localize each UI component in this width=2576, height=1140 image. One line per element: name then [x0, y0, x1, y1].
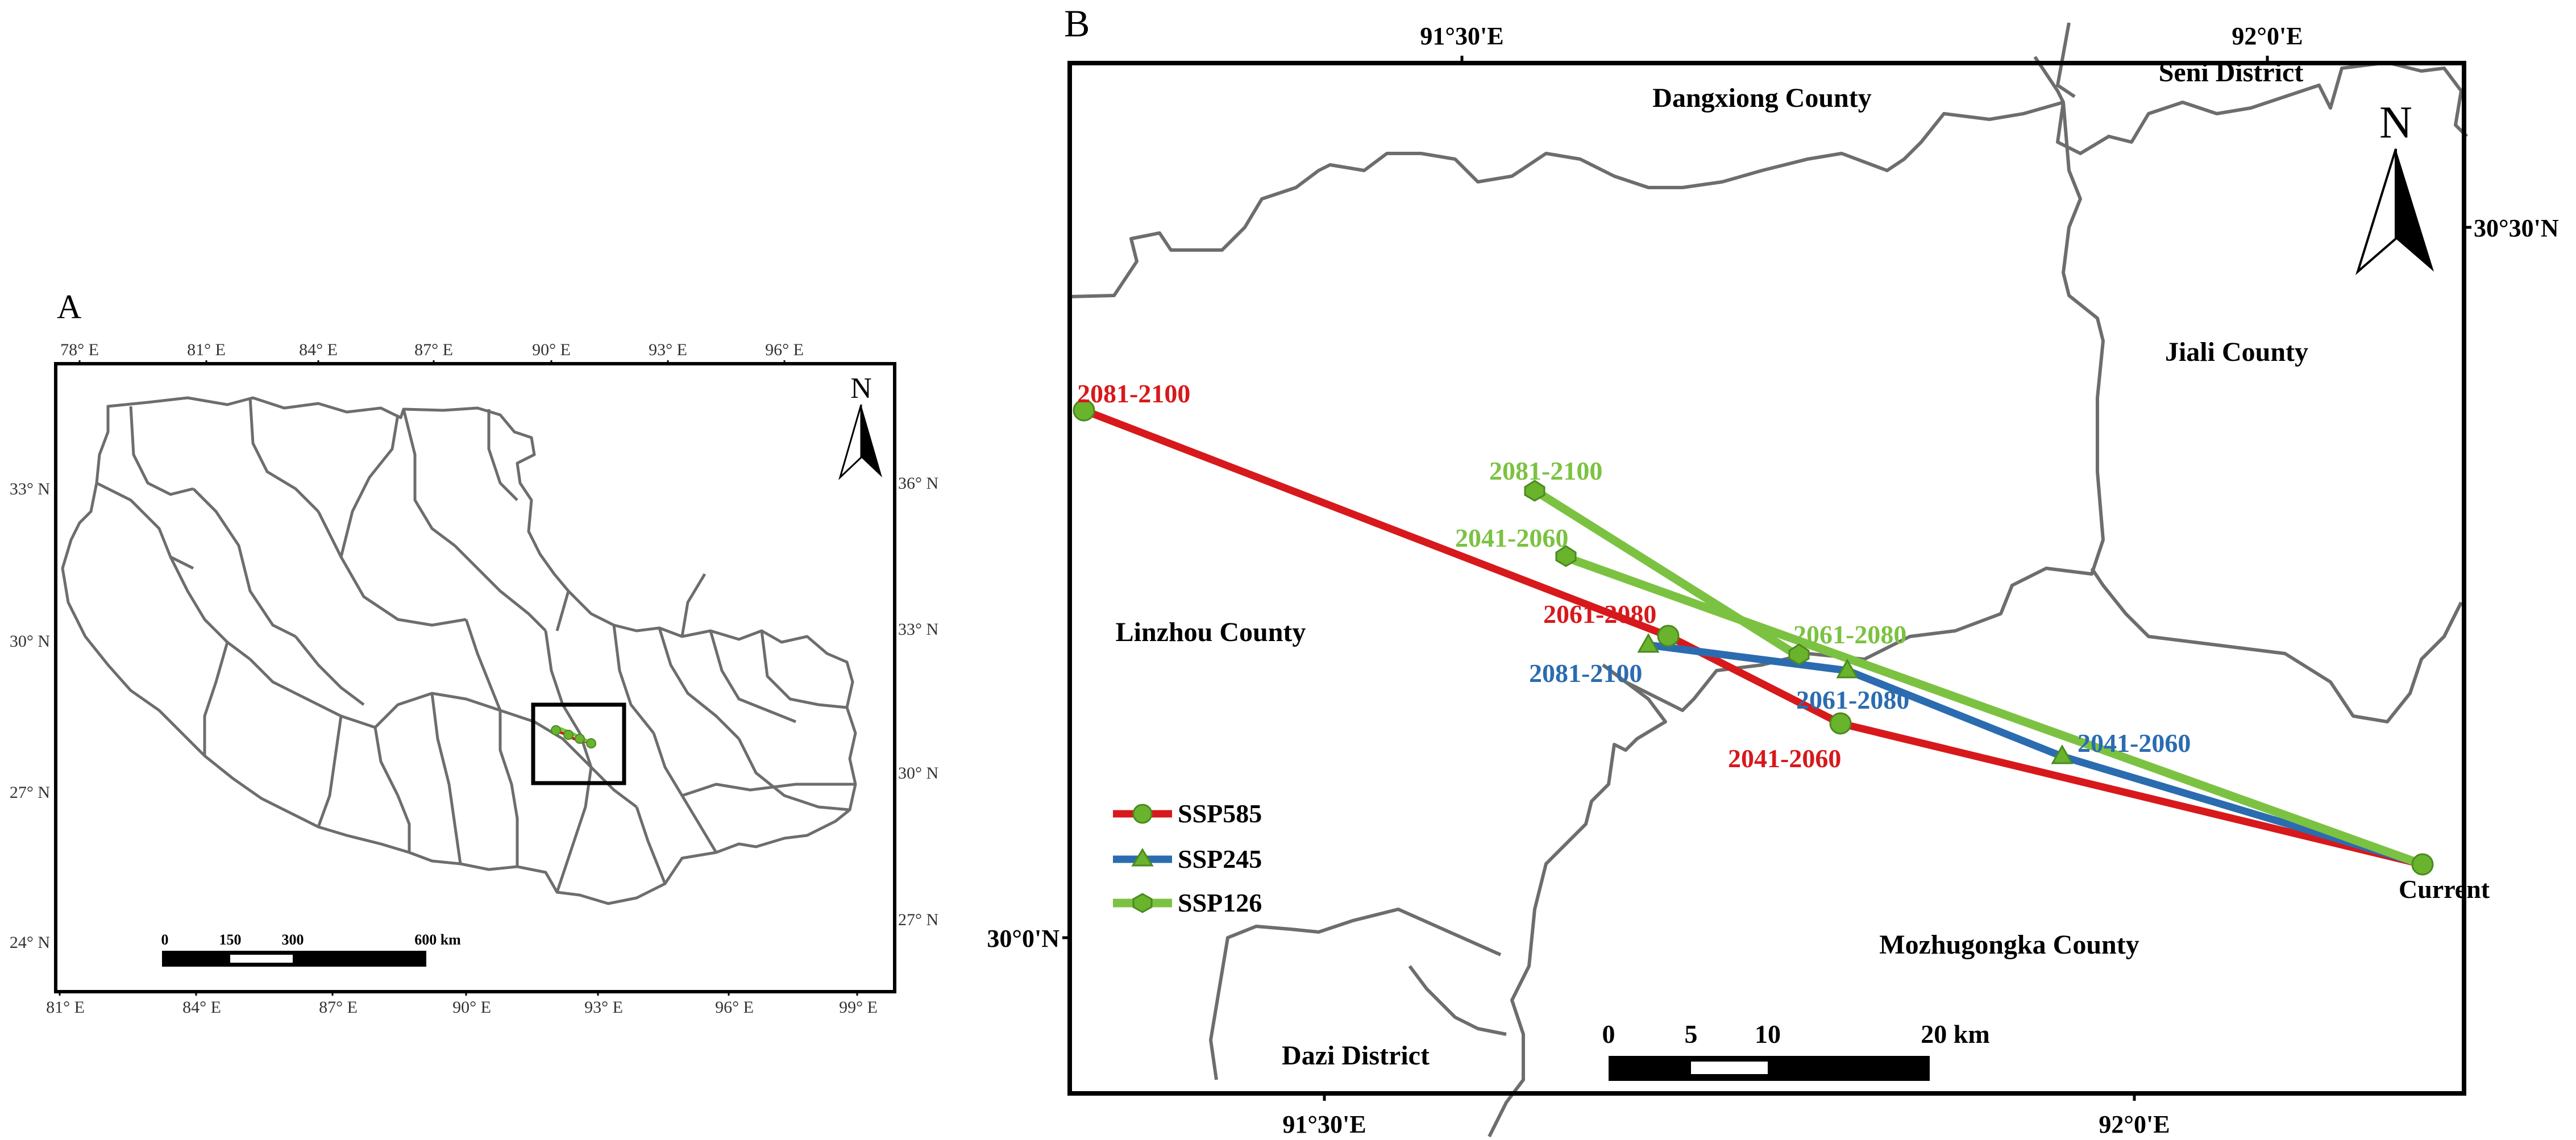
- ssp585-label-2041-2060: 2041-2060: [1728, 744, 1841, 773]
- ssp126-2081-2100-marker: [1524, 480, 1545, 502]
- study-area-box: [531, 702, 626, 785]
- legend-label: SSP126: [1178, 888, 1262, 917]
- ssp585-label-2061-2080: 2061-2080: [1543, 600, 1656, 629]
- a-bottom-tick-label: 96° E: [715, 998, 754, 1017]
- mini-trajectories: [551, 725, 597, 748]
- a-top-tick-label: 81° E: [187, 340, 226, 359]
- legend-item-ssp126: SSP126: [1113, 888, 1262, 917]
- ssp245-2081-2100-marker: [1637, 633, 1660, 653]
- county-labels: Dangxiong County Seni District Jiali Cou…: [1116, 57, 2308, 1071]
- county-label-linzhou: Linzhou County: [1116, 617, 1306, 647]
- a-bottom-tick-label: 87° E: [319, 998, 358, 1017]
- ssp245-label-2061-2080: 2061-2080: [1796, 685, 1909, 714]
- b-scale-label: 20 km: [1921, 1020, 1989, 1049]
- legend-label: SSP245: [1178, 844, 1262, 873]
- panel-a-bottom-ticks: 81° E 84° E 87° E 90° E 93° E 96° E 99° …: [46, 992, 878, 1017]
- ssp126-2041-2060-marker: [1555, 545, 1577, 567]
- b-scale-label: 0: [1602, 1020, 1615, 1049]
- a-bottom-tick-label: 81° E: [46, 998, 85, 1017]
- a-left-tick-label: 27° N: [10, 783, 50, 802]
- current-marker: [2411, 853, 2434, 876]
- a-left-tick-label: 33° N: [10, 480, 50, 498]
- legend-item-ssp585: SSP585: [1113, 799, 1262, 828]
- a-bottom-tick-label: 93° E: [584, 998, 623, 1017]
- a-bottom-tick-label: 90° E: [452, 998, 491, 1017]
- panel-b-ticks: 91°30'E 92°0'E 91°30'E 92°0'E 30°30'N 30…: [987, 22, 2559, 1138]
- ssp126-trajectory: [1532, 486, 2424, 869]
- ssp585-2081-2100-marker: [1073, 399, 1095, 422]
- a-scale-label: 0: [161, 931, 169, 948]
- ssp245-label-2041-2060: 2041-2060: [2078, 729, 2191, 758]
- ssp126-2061-2080-marker: [1788, 643, 1810, 665]
- county-label-dangxiong: Dangxiong County: [1652, 83, 1871, 113]
- ssp585-2061-2080-marker: [1657, 625, 1680, 647]
- county-label-dazi: Dazi District: [1282, 1041, 1430, 1071]
- panel-b-north-arrow: N: [2355, 98, 2434, 276]
- a-scale-label: 300: [282, 931, 304, 948]
- panel-a: A 78° E 81° E 84° E 87° E 90° E 93° E 96…: [10, 288, 938, 1017]
- tibet-outline: [61, 396, 857, 905]
- ssp245-2061-2080-marker: [1836, 658, 1859, 679]
- panel-a-letter: A: [57, 288, 81, 326]
- b-scale-label: 5: [1685, 1020, 1698, 1049]
- current-label: Current: [2399, 875, 2490, 904]
- panel-b-frame: [1067, 61, 2466, 1096]
- legend: SSP585 SSP245 SSP126: [1113, 799, 1262, 917]
- a-top-tick-label: 87° E: [414, 340, 453, 359]
- a-right-tick-label: 33° N: [898, 620, 938, 639]
- trajectory-markers: [1073, 399, 2434, 876]
- b-scale-label: 10: [1755, 1020, 1781, 1049]
- panel-a-scale-bar: 0 150 300 600 km: [161, 931, 461, 967]
- a-left-tick-label: 24° N: [10, 933, 50, 952]
- b-bottom-tick-label: 91°30'E: [1282, 1110, 1366, 1137]
- a-bottom-tick-label: 99° E: [839, 998, 878, 1017]
- legend-label: SSP585: [1178, 799, 1262, 828]
- legend-item-ssp245: SSP245: [1113, 844, 1262, 873]
- ssp126-label-2061-2080: 2061-2080: [1793, 620, 1906, 649]
- ssp126-label-2041-2060: 2041-2060: [1455, 523, 1568, 552]
- a-top-tick-label: 90° E: [532, 340, 571, 359]
- panel-b-boundaries: [1069, 22, 2469, 1138]
- ssp585-trajectory: [1082, 406, 2424, 868]
- ssp585-2041-2060-marker: [1829, 712, 1852, 735]
- trajectory-point-labels: Current 2081-2100 2061-2080 2041-2060 20…: [1077, 379, 2490, 904]
- county-label-mozhugongka: Mozhugongka County: [1879, 930, 2139, 960]
- a-right-tick-label: 36° N: [898, 474, 938, 493]
- a-right-tick-label: 30° N: [898, 764, 938, 783]
- panel-a-frame: [54, 362, 896, 993]
- a-bottom-tick-label: 84° E: [182, 998, 221, 1017]
- panel-a-north-arrow: N: [838, 372, 882, 480]
- panel-a-top-ticks: 78° E 81° E 84° E 87° E 90° E 93° E 96° …: [60, 340, 804, 364]
- a-top-tick-label: 96° E: [765, 340, 804, 359]
- b-top-tick-label: 91°30'E: [1420, 22, 1503, 50]
- a-left-tick-label: 30° N: [10, 632, 50, 651]
- county-label-seni: Seni District: [2159, 57, 2304, 88]
- ssp585-label-2081-2100: 2081-2100: [1077, 379, 1190, 408]
- b-left-tick-label: 30°0'N: [987, 925, 1060, 952]
- county-label-jiali: Jiali County: [2165, 337, 2308, 367]
- panel-b: B 91°30'E 92°0'E 91°30'E 92°0'E 30: [987, 2, 2559, 1138]
- b-top-tick-label: 92°0'E: [2232, 22, 2303, 50]
- ssp245-2041-2060-marker: [2051, 744, 2074, 764]
- a-top-tick-label: 78° E: [60, 340, 99, 359]
- a-right-tick-label: 27° N: [898, 910, 938, 929]
- a-top-tick-label: 93° E: [649, 340, 687, 359]
- panel-b-north-label: N: [2379, 98, 2412, 148]
- tibet-county-boundaries: [61, 396, 857, 905]
- ssp245-label-2081-2100: 2081-2100: [1529, 659, 1642, 688]
- panel-b-scale-bar: 0 5 10 20 km: [1602, 1020, 1990, 1081]
- a-scale-label: 150: [219, 931, 242, 948]
- a-top-tick-label: 84° E: [299, 340, 338, 359]
- b-right-tick-label: 30°30'N: [2474, 214, 2559, 242]
- panel-b-letter: B: [1064, 2, 1090, 45]
- ssp245-trajectory: [1648, 641, 2424, 868]
- panel-a-north-label: N: [850, 372, 872, 405]
- panel-a-left-ticks: 33° N 30° N 27° N 24° N: [10, 480, 50, 952]
- ssp126-label-2081-2100: 2081-2100: [1489, 456, 1602, 485]
- panel-a-right-ticks: 36° N 33° N 30° N 27° N: [898, 474, 938, 929]
- b-bottom-tick-label: 92°0'E: [2099, 1110, 2170, 1137]
- a-scale-label: 600 km: [414, 931, 461, 948]
